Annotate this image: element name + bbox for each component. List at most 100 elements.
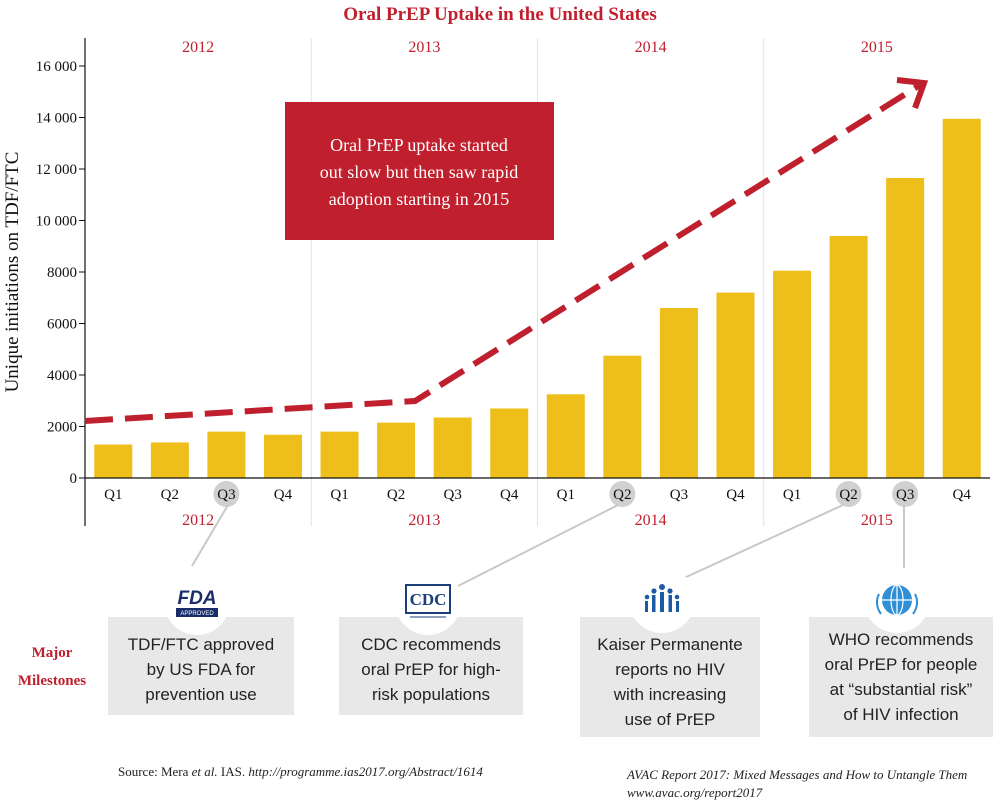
year-label-bottom: 2015 [861,512,893,529]
bar [150,442,189,478]
icon-badge [164,569,230,635]
milestone-text-line: by US FDA for [147,660,256,679]
milestone-text-line: WHO recommends [829,630,974,649]
bar [546,394,585,478]
bar [207,431,246,478]
bar [94,444,133,478]
bar [377,422,416,478]
milestones-label-line-1: Major [32,645,73,661]
chart-title: Oral PrEP Uptake in the United States [343,4,657,25]
who-icon [875,584,919,616]
y-tick-label: 0 [70,471,78,487]
milestone-text-line: at “substantial risk” [830,680,973,699]
connector-cdc [457,504,619,587]
fda-logo-bar [176,608,218,617]
milestone-quarter-highlight [892,481,919,507]
kp-dot [674,594,680,600]
x-tick-label: Q4 [500,487,519,503]
x-tick-label: Q3 [217,487,235,503]
x-tick-label: Q1 [104,487,122,503]
fda-logo-text: FDA [177,588,216,609]
bar [829,235,868,478]
year-label-bottom: 2012 [182,512,214,529]
milestone-text-line: prevention use [145,685,257,704]
milestone-quarter-highlight [835,481,862,507]
milestone-text-line: oral PrEP for people [825,655,978,674]
bar [490,408,529,478]
trend-dashed-line [84,82,922,424]
kp-figure [652,595,656,612]
bar [659,308,698,478]
year-label-bottom: 2014 [635,512,667,529]
kp-dot [644,594,650,600]
year-label-top: 2014 [635,39,667,56]
milestone-text-line: reports no HIV [615,660,725,679]
kp-figure [668,595,672,612]
milestone-fda: TDF/FTC approved by US FDA for preventio… [108,569,294,715]
milestone-kaiser: Kaiser Permanente reports no HIV with in… [580,567,760,737]
milestones-label-line-2: Milestones [18,673,86,689]
x-tick-label: Q4 [726,487,745,503]
cdc-logo-text: CDC [410,590,447,609]
kp-figure [660,592,664,612]
callout-line-2: out slow but then saw rapid [320,162,518,182]
cdc-icon: CDC [405,584,451,618]
year-label-bottom: 2013 [408,512,440,529]
y-tick-label: 12 000 [36,162,77,178]
x-tick-label: Q4 [953,487,972,503]
milestone-text-line: risk populations [372,685,490,704]
milestone-box [809,617,993,737]
x-tick-label: Q2 [613,487,631,503]
y-axis-label: Unique initiations on TDF/FTC [2,152,23,393]
kp-dot [651,588,657,594]
milestone-who: WHO recommends oral PrEP for people at “… [809,567,993,737]
kp-dot [659,584,665,590]
source-prefix: Source: Mera [118,764,192,779]
x-tick-label: Q2 [387,487,405,503]
y-tick-label: 4000 [47,368,77,384]
callout-box: Oral PrEP uptake started out slow but th… [285,102,554,240]
x-tick-label: Q1 [783,487,801,503]
callout-line-3: adoption starting in 2015 [329,189,509,209]
fda-approved-icon: FDA APPROVED [176,588,218,617]
y-tick-label: 8000 [47,265,77,281]
kp-figure [645,601,648,612]
y-tick-label: 6000 [47,317,77,333]
milestone-box [580,617,760,737]
x-tick-label: Q2 [161,487,179,503]
milestone-text-line: CDC recommends [361,635,501,654]
milestone-text-line: with increasing [613,685,726,704]
milestone-quarter-highlight [213,481,240,507]
kaiser-permanente-icon [644,584,680,612]
milestone-text-line: use of PrEP [625,710,716,729]
trend-arrowhead [896,77,929,110]
bar [320,431,359,478]
milestone-text-line: TDF/FTC approved [128,635,274,654]
source-etal: et al. [192,764,218,779]
y-tick-label: 14 000 [36,111,77,127]
x-tick-label: Q1 [330,487,348,503]
credit-line-1: AVAC Report 2017: Mixed Messages and How… [626,767,967,782]
x-tick-label: Q3 [443,487,461,503]
y-tick-label: 10 000 [36,214,77,230]
bar [942,118,981,478]
milestone-text-line: of HIV infection [843,705,958,724]
milestone-text-line: Kaiser Permanente [597,635,743,654]
who-laurel [875,593,919,615]
x-tick-label: Q4 [274,487,293,503]
credit-line-2: www.avac.org/report2017 [627,785,763,800]
kp-dot [667,588,673,594]
callout-line-1: Oral PrEP uptake started [330,135,508,155]
y-tick-label: 2000 [47,420,77,436]
milestone-cdc: CDC recommends oral PrEP for high- risk … [339,569,523,715]
year-label-top: 2013 [408,39,440,56]
year-dividers: 2012 2012 2013 2013 2014 2014 2015 2015 [182,38,893,529]
cdc-logo-frame [405,584,451,614]
source-url: http://programme.ias2017.org/Abstract/16… [248,764,483,779]
bars [94,118,981,478]
kp-figure [676,601,679,612]
x-tick-label: Q3 [896,487,914,503]
bar [603,355,642,478]
bar [716,292,755,478]
